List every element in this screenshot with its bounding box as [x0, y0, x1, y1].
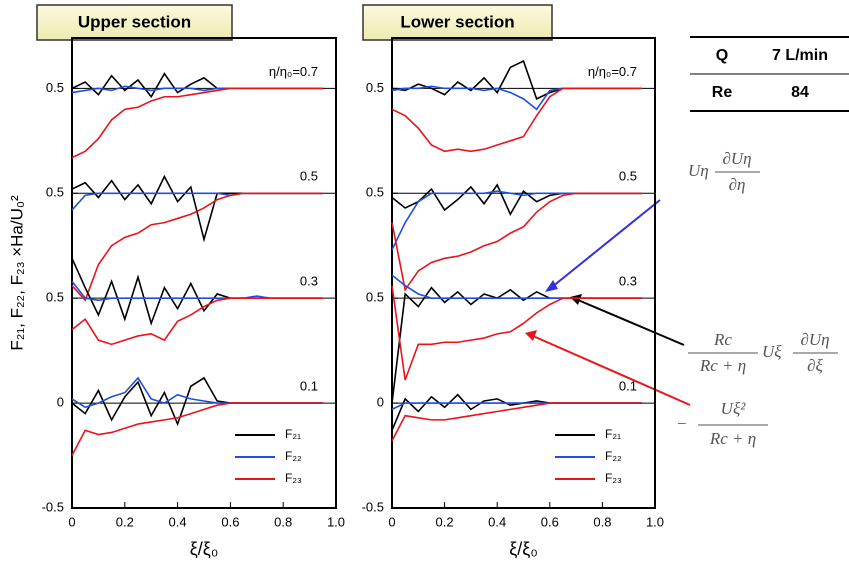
arrow-head [570, 294, 582, 305]
series-line [391, 285, 642, 381]
eq-den: ∂ξ [807, 356, 823, 375]
arrow [532, 335, 691, 406]
series-line [71, 402, 323, 456]
x-tick-label: 0 [68, 514, 75, 529]
x-tick-label: 0.8 [593, 514, 611, 529]
series-line [391, 87, 642, 153]
x-tick-label: 0.4 [488, 514, 506, 529]
equations: Uη ∂Uη ∂η Rc Rc + η Uξ ∂Uη ∂ξ − Uξ² Rc +… [676, 149, 838, 448]
legend-label: F₂₁ [285, 427, 301, 441]
y-tick-label: 0 [57, 395, 64, 410]
eq-term: Uη [688, 161, 709, 180]
reference-label: 0.3 [619, 274, 637, 289]
eq-term: − [676, 414, 687, 433]
series-line [391, 183, 642, 217]
legend-label: F₂₂ [285, 449, 302, 463]
table-cell: 84 [791, 84, 809, 101]
y-tick-label: 0.5 [366, 290, 384, 305]
y-tick-label: 0.5 [46, 290, 64, 305]
eq-num: Uξ² [721, 399, 747, 418]
chart-title: Lower section [400, 12, 514, 31]
chart-title: Upper section [78, 12, 191, 31]
y-tick-label: -0.5 [42, 499, 64, 514]
series-line [71, 174, 323, 243]
y-tick-label: 0 [377, 395, 384, 410]
reference-label: 0.1 [300, 379, 318, 394]
reference-label: 0.3 [300, 274, 318, 289]
plot-frame [391, 37, 656, 509]
eq-den: Rc + η [709, 429, 756, 448]
param-table: Q 7 L/min Re 84 [690, 36, 849, 112]
series-line [71, 257, 323, 326]
legend-label: F₂₃ [605, 471, 622, 485]
y-tick-label: 0.5 [46, 80, 64, 95]
y-tick-label: 0.5 [366, 185, 384, 200]
x-tick-label: 1.0 [646, 514, 664, 529]
eq-den: Rc + η [699, 356, 746, 375]
title-box [362, 4, 553, 41]
reference-label: 0.1 [619, 379, 637, 394]
series-line [71, 85, 323, 94]
eq-num: ∂Uη [800, 330, 829, 349]
legend-label: F₂₂ [605, 449, 622, 463]
reference-label: 0.5 [300, 169, 318, 184]
legend-label: F₂₁ [605, 427, 621, 441]
series-line [391, 393, 642, 431]
series-line [391, 192, 642, 292]
series-line [71, 192, 323, 211]
title-box [36, 4, 233, 41]
arrow-head [525, 330, 537, 341]
y-tick-label: -0.5 [362, 499, 384, 514]
arrow [551, 199, 661, 288]
y-tick-label: 0.5 [46, 185, 64, 200]
series-line [71, 87, 323, 159]
x-tick-label: 1.0 [327, 514, 345, 529]
legend-label: F₂₃ [285, 471, 302, 485]
arrows [525, 199, 691, 406]
reference-label: η/η₀=0.7 [588, 64, 637, 79]
reference-label: η/η₀=0.7 [269, 64, 318, 79]
table-cell: Re [712, 84, 733, 101]
x-tick-label: 0.6 [541, 514, 559, 529]
arrow-head [545, 280, 558, 292]
series-line [71, 297, 323, 346]
eq-den: ∂η [729, 175, 746, 194]
x-tick-label: 0.2 [436, 514, 454, 529]
y-tick-label: 0.5 [366, 80, 384, 95]
series-line [71, 192, 323, 302]
eq-num: ∂Uη [722, 149, 751, 168]
series-line [71, 376, 323, 427]
table-cell: Q [716, 47, 728, 64]
table-cell: 7 L/min [772, 47, 828, 64]
x-tick-label: 0 [388, 514, 395, 529]
x-tick-label: 0.8 [274, 514, 292, 529]
x-tick-label: 0.2 [116, 514, 134, 529]
eq-num: Rc [713, 330, 732, 349]
x-tick-label: 0.4 [169, 514, 187, 529]
reference-label: 0.5 [619, 169, 637, 184]
series-line [391, 190, 642, 251]
y-axis-label: F₂₁, F₂₂, F₂₃ ×Ha/U₀² [7, 195, 26, 351]
x-tick-label: 0.6 [221, 514, 239, 529]
series-line [391, 286, 642, 404]
chart-panel: Lower section -0.5 0 0.5 0.5 0.5 0 0.2 0.4 0.6 0.8… [362, 4, 664, 559]
x-axis-label: ξ/ξ₀ [509, 539, 538, 559]
series-line [391, 85, 642, 111]
series-line [391, 402, 642, 442]
plot-frame [71, 37, 337, 509]
eq-term: Uξ [762, 342, 782, 361]
arrow [577, 299, 685, 346]
chart-panel: Upper section -0.5 0 0.5 0.5 0.5 0 0.2 0.4 0.6 0.8… [7, 4, 345, 559]
x-axis-label: ξ/ξ₀ [190, 539, 219, 559]
